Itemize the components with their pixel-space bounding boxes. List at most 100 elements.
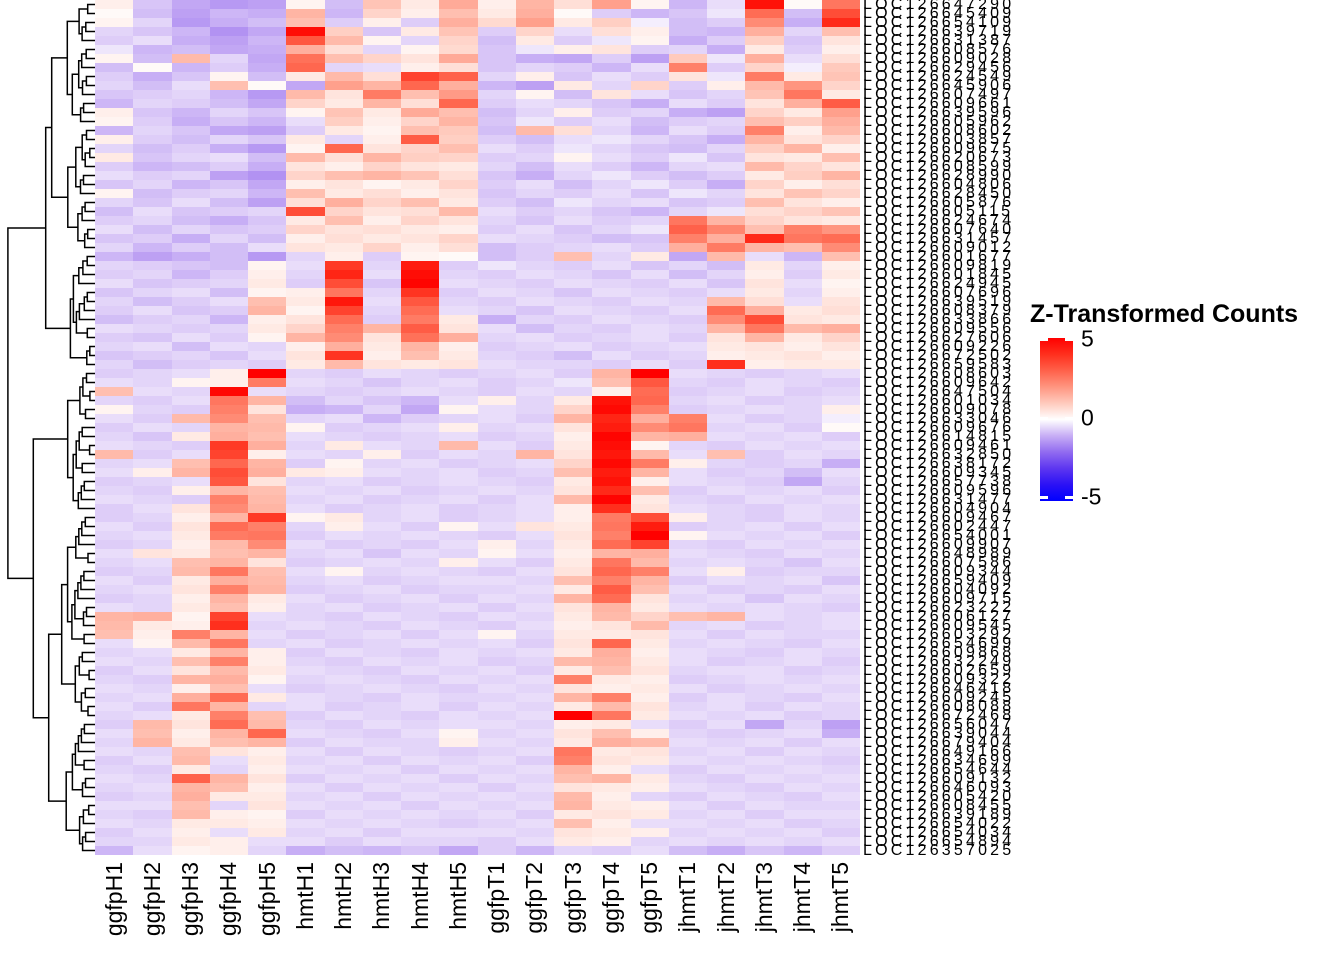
heatmap-cell (248, 306, 286, 315)
heatmap-cell (95, 153, 133, 162)
heatmap-cell (592, 333, 631, 342)
heatmap-cell (554, 729, 592, 738)
heatmap-cell (286, 765, 325, 774)
heatmap-cell (286, 180, 325, 189)
heatmap-cell (822, 603, 860, 612)
heatmap-cell (707, 468, 745, 477)
heatmap-cell (439, 396, 478, 405)
heatmap-cell (631, 630, 669, 639)
heatmap-cell (286, 72, 325, 81)
heatmap-cell (707, 36, 745, 45)
heatmap-cell (784, 720, 822, 729)
heatmap-cell (286, 468, 325, 477)
heatmap-cell (822, 783, 860, 792)
heatmap-cell (784, 639, 822, 648)
heatmap-cell (707, 684, 745, 693)
heatmap-cell (592, 837, 631, 846)
heatmap-cell (745, 9, 784, 18)
heatmap-cell (172, 162, 210, 171)
heatmap-cell (707, 90, 745, 99)
column-label: jhmtT4 (789, 862, 816, 933)
heatmap-cell (401, 396, 439, 405)
heatmap-cell (669, 27, 707, 36)
heatmap-cell (439, 261, 478, 270)
heatmap-cell (439, 531, 478, 540)
heatmap-cell (745, 792, 784, 801)
heatmap-cell (669, 99, 707, 108)
heatmap-cell (592, 621, 631, 630)
heatmap-cell (631, 621, 669, 630)
heatmap-cell (172, 549, 210, 558)
heatmap-cell (133, 522, 172, 531)
row-label: LOC126601034 (863, 391, 1015, 409)
heatmap-cell (478, 369, 516, 378)
heatmap-cell (401, 153, 439, 162)
heatmap-cell (325, 180, 363, 189)
heatmap-cell (784, 342, 822, 351)
heatmap-cell (707, 288, 745, 297)
heatmap-cell (172, 252, 210, 261)
heatmap-cell (554, 180, 592, 189)
heatmap-cell (401, 801, 439, 810)
heatmap-cell (784, 531, 822, 540)
heatmap-cell (325, 396, 363, 405)
heatmap-cell (95, 270, 133, 279)
column-label: ggfpH5 (253, 862, 280, 937)
heatmap-cell (439, 99, 478, 108)
heatmap-cell (286, 45, 325, 54)
column-label: ggfpT2 (521, 862, 548, 934)
row-label: LOC126624945 (863, 274, 1015, 292)
heatmap-cell (478, 801, 516, 810)
heatmap-cell (95, 468, 133, 477)
row-label: LOC126624674 (863, 211, 1015, 229)
heatmap-cell (478, 324, 516, 333)
heatmap-cell (439, 297, 478, 306)
heatmap-cell (286, 153, 325, 162)
heatmap-cell (516, 378, 554, 387)
heatmap-cell (95, 594, 133, 603)
heatmap-cell (401, 585, 439, 594)
heatmap-cell (822, 621, 860, 630)
heatmap-cell (286, 27, 325, 36)
heatmap-cell (745, 711, 784, 720)
heatmap-cell (248, 225, 286, 234)
heatmap-cell (554, 162, 592, 171)
heatmap-cell (133, 837, 172, 846)
heatmap-cell (745, 693, 784, 702)
heatmap-cell (784, 189, 822, 198)
heatmap-cell (707, 54, 745, 63)
heatmap-cell (172, 612, 210, 621)
row-label: LOC126609012 (863, 238, 1015, 256)
heatmap-cell (707, 621, 745, 630)
heatmap-cell (210, 495, 248, 504)
heatmap-cell (172, 378, 210, 387)
heatmap-cell (95, 360, 133, 369)
heatmap-cell (95, 90, 133, 99)
heatmap-cell (133, 324, 172, 333)
heatmap-cell (669, 612, 707, 621)
heatmap-cell (363, 306, 401, 315)
heatmap-cell (133, 450, 172, 459)
heatmap-cell (745, 252, 784, 261)
heatmap-cell (286, 423, 325, 432)
heatmap-cell (745, 540, 784, 549)
row-label: LOC126632249 (863, 652, 1015, 670)
heatmap-cell (325, 810, 363, 819)
heatmap-cell (401, 225, 439, 234)
heatmap-cell (592, 540, 631, 549)
column-label: ggfpH4 (215, 862, 242, 937)
heatmap-cell (592, 783, 631, 792)
heatmap-cell (822, 630, 860, 639)
heatmap-cell (210, 54, 248, 63)
heatmap-cell (745, 630, 784, 639)
heatmap-cell (784, 747, 822, 756)
heatmap-cell (478, 252, 516, 261)
heatmap-cell (822, 801, 860, 810)
heatmap-cell (210, 792, 248, 801)
heatmap-cell (516, 306, 554, 315)
heatmap-cell (516, 657, 554, 666)
heatmap-cell (325, 369, 363, 378)
heatmap-cell (325, 693, 363, 702)
heatmap-cell (363, 369, 401, 378)
heatmap-cell (707, 828, 745, 837)
